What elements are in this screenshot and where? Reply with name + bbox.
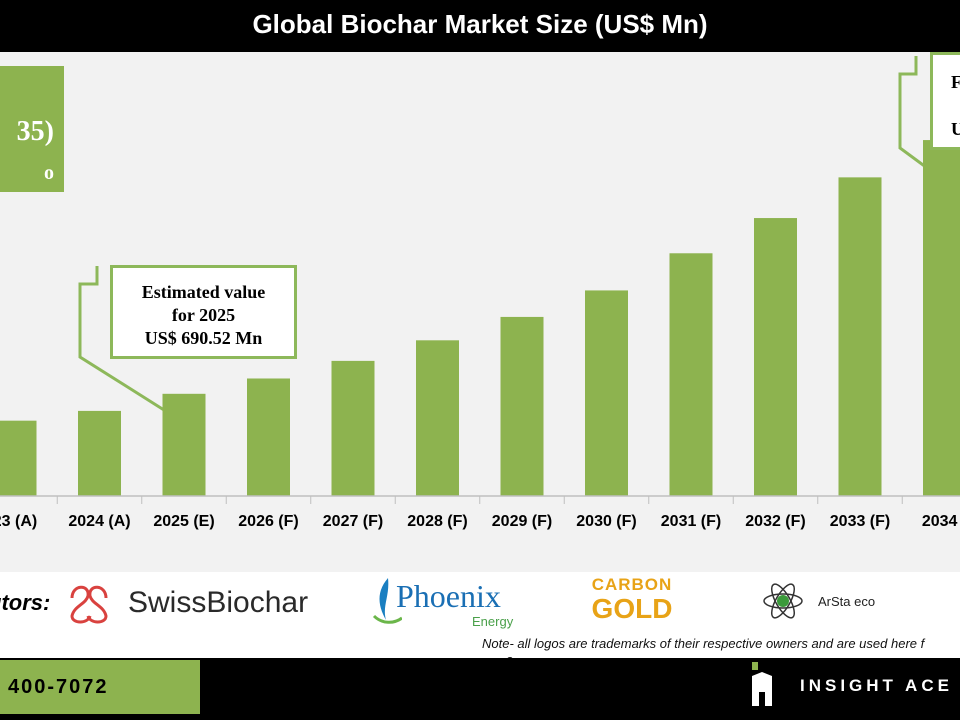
forecast-callout-connector xyxy=(898,56,958,192)
bar-2030-f xyxy=(585,290,628,496)
contributors-label: utors: xyxy=(0,590,51,615)
gold-wordmark: GOLD xyxy=(591,593,673,624)
phone-box: 400-7072 xyxy=(0,660,200,714)
insight-ace-logo-icon xyxy=(752,662,772,706)
chart-area: 23 (A) 2024 (A) 2025 (E) 2026 (F) 2027 (F) 20… xyxy=(0,52,960,572)
forecast-line-1: F xyxy=(951,72,960,92)
forecast-line-2: US xyxy=(951,119,960,139)
phoenix-wordmark: Phoenix xyxy=(396,578,501,614)
bar-2025-e xyxy=(162,393,206,496)
phone-number: 400-7072 xyxy=(8,676,109,698)
bar-2029-f xyxy=(500,316,544,496)
swissbiochar-logo: SwissBiochar xyxy=(66,578,336,626)
x-tick-label: 2034 ( xyxy=(922,513,960,530)
cagr-subtext: o xyxy=(44,162,54,184)
callout-line-1: Estimated value xyxy=(141,282,266,302)
estimated-value-callout: Estimated value for 2025 US$ 690.52 Mn xyxy=(110,265,297,359)
bar-2032-f xyxy=(754,218,797,496)
chart-title: Global Biochar Market Size (US$ Mn) xyxy=(252,9,708,39)
x-tick-label: 2031 (F) xyxy=(661,513,721,530)
phoenix-energy-logo: Phoenix Energy xyxy=(372,574,532,632)
x-tick-label: 2029 (F) xyxy=(492,513,552,530)
bar-chart: 23 (A) 2024 (A) 2025 (E) 2026 (F) 2027 (F) 20… xyxy=(0,56,960,530)
bar-2034-f xyxy=(923,140,960,496)
phoenix-flame-icon xyxy=(372,578,402,624)
callout-line-3: US$ 690.52 Mn xyxy=(144,328,263,348)
cagr-value: 35) xyxy=(16,116,54,147)
brand-name: INSIGHT ACE xyxy=(800,676,953,695)
title-bar: Global Biochar Market Size (US$ Mn) xyxy=(0,0,960,52)
bar-2031-f xyxy=(669,253,713,496)
swissbiochar-wordmark: SwissBiochar xyxy=(128,586,309,619)
trademark-note: Note- all logos are trademarks of their … xyxy=(482,636,925,651)
bar-2033-f xyxy=(838,177,882,496)
swissbiochar-mark-icon xyxy=(70,585,108,624)
arsta-eco-logo: ArSta eco xyxy=(762,580,902,624)
x-tick-label: 2026 (F) xyxy=(238,513,298,530)
carbon-gold-logo: CARBON GOLD xyxy=(586,576,678,628)
bar-2028-f xyxy=(416,340,459,496)
x-tick-label: 2025 (E) xyxy=(153,513,214,530)
x-tick-label: 23 (A) xyxy=(0,513,37,530)
energy-wordmark: Energy xyxy=(472,614,514,629)
carbon-wordmark: CARBON xyxy=(591,575,673,594)
x-tick-label: 2028 (F) xyxy=(407,513,467,530)
estimated-callout-connector xyxy=(78,266,165,412)
cagr-box: 35) o xyxy=(0,66,64,192)
x-tick-label: 2027 (F) xyxy=(323,513,383,530)
bar-2023-a xyxy=(0,420,37,496)
x-tick-label: 2030 (F) xyxy=(576,513,636,530)
arsta-wordmark: ArSta eco xyxy=(818,594,876,609)
arsta-atom-icon xyxy=(763,583,803,619)
x-tick-label: 2024 (A) xyxy=(68,513,130,530)
callout-line-2: for 2025 xyxy=(171,305,236,325)
forecast-value-callout: F US xyxy=(930,52,960,150)
x-tick-label: 2032 (F) xyxy=(745,513,805,530)
x-tick-label: 2033 (F) xyxy=(830,513,890,530)
bar-2026-f xyxy=(247,378,290,496)
bar-2024-a xyxy=(78,410,121,496)
bar-2027-f xyxy=(331,360,375,496)
contributors-bar: utors: SwissBiochar Phoenix Energy CARBO… xyxy=(0,572,960,658)
